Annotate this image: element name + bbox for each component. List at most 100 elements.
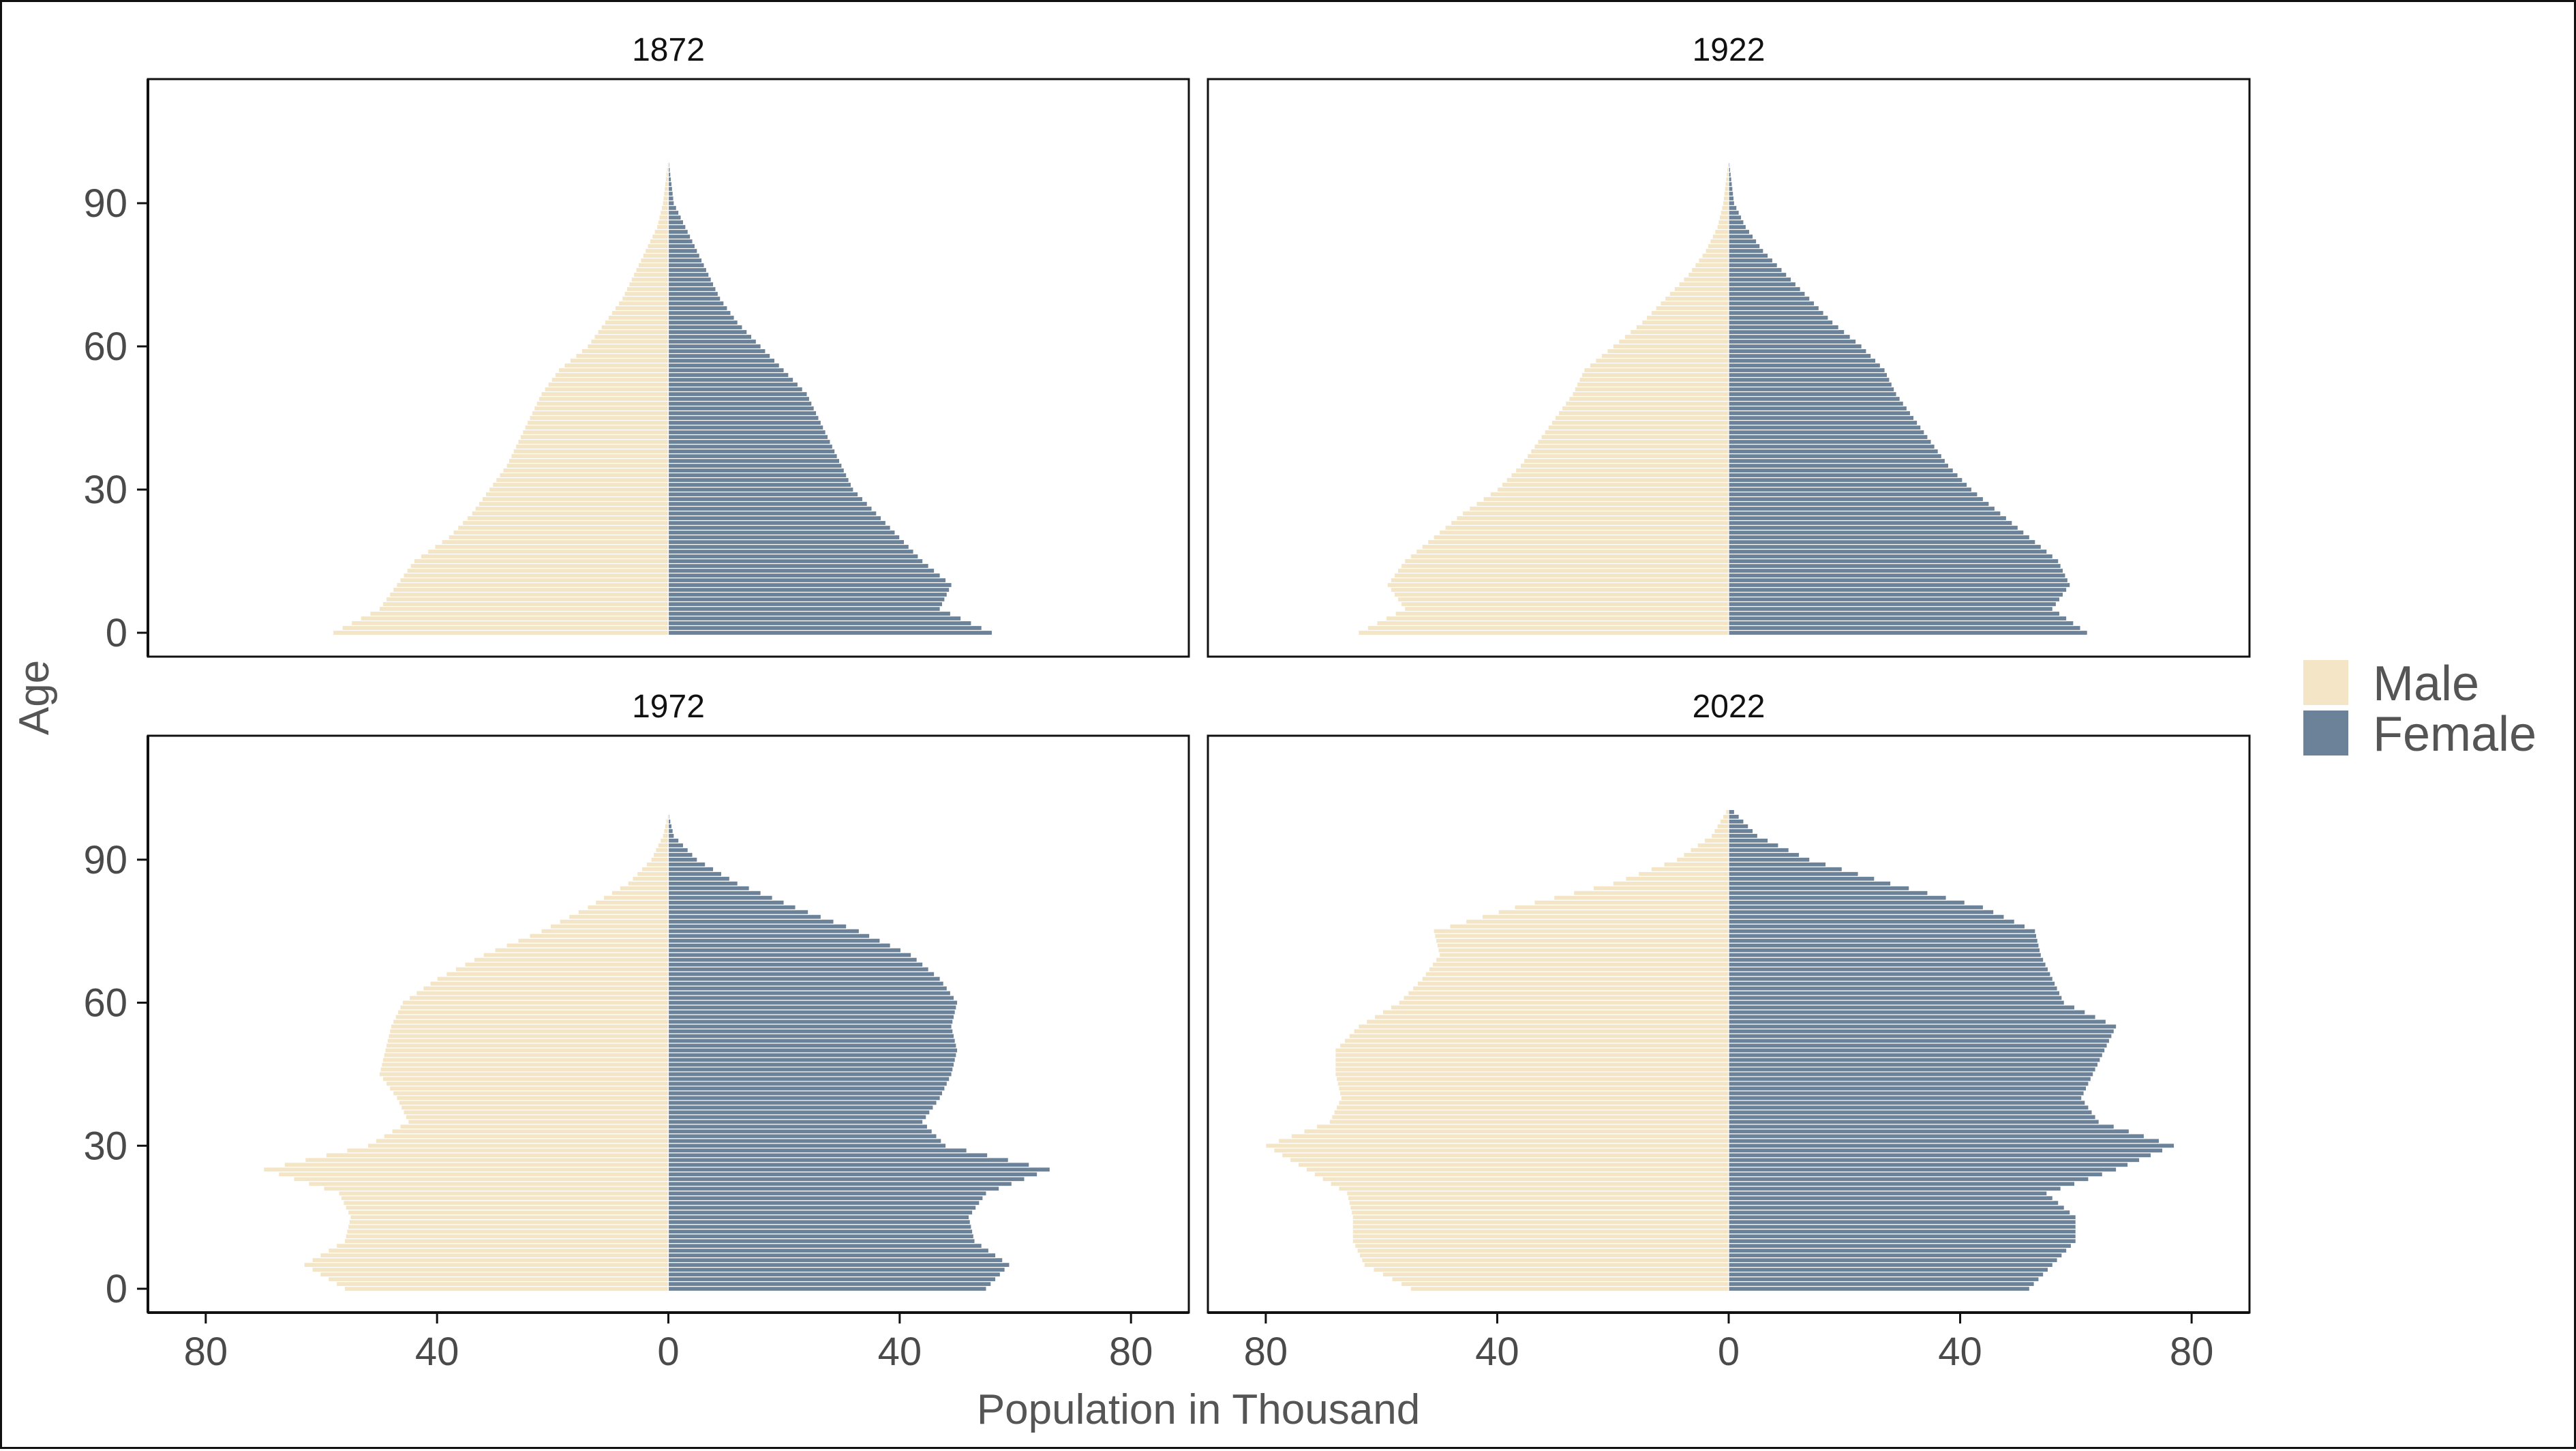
bar-female (1728, 1081, 2089, 1087)
bar-male (1655, 305, 1729, 312)
bar-male (1354, 1243, 1729, 1249)
bar-male (575, 353, 669, 359)
bar-female (667, 262, 705, 269)
bar-female (1728, 1224, 2076, 1230)
bar-female (667, 515, 882, 522)
legend: Male Female (2303, 657, 2536, 762)
bar-female (1728, 481, 1968, 488)
bar-male (1347, 1195, 1729, 1201)
bar-female (667, 434, 829, 440)
bar-female (667, 505, 873, 512)
bar-female (1728, 438, 1932, 445)
bar-male (558, 367, 669, 374)
bar-male (1400, 601, 1729, 608)
bar-male (1350, 1205, 1729, 1211)
bar-female (1728, 1229, 2076, 1235)
bar-female (1728, 563, 2061, 569)
bar-male (1335, 1062, 1729, 1068)
bar-female (1728, 938, 2038, 944)
bar-female (667, 586, 950, 593)
bar-male (474, 505, 669, 512)
bar-male (517, 438, 669, 445)
bar-male (1359, 1253, 1729, 1259)
bar-male (408, 995, 669, 1001)
bar-female (667, 252, 700, 259)
bar-male (569, 357, 669, 364)
bar-female (667, 1124, 928, 1130)
bar-female (667, 376, 794, 383)
bar-male (385, 1043, 669, 1049)
bar-male (1501, 481, 1729, 488)
bar-female (667, 1224, 972, 1230)
bar-female (1728, 1191, 2048, 1197)
bar-male (551, 376, 669, 383)
bar-female (667, 582, 952, 588)
bar-male (305, 1157, 669, 1163)
bar-female (1728, 615, 2067, 622)
bar-female (667, 558, 924, 565)
bar-female (667, 472, 847, 479)
bar-male (350, 1214, 669, 1221)
bar-male (1393, 591, 1729, 598)
bar-female (667, 1229, 973, 1235)
bar-female (1728, 400, 1904, 407)
bar-male (658, 214, 669, 221)
bar-male (332, 629, 669, 636)
bar-male (335, 1243, 669, 1249)
bar-male (1635, 324, 1729, 331)
bar-male (405, 1114, 669, 1120)
bar-female (1728, 415, 1915, 421)
bar-male (531, 410, 669, 417)
bar-female (1728, 1261, 2053, 1268)
bar-female (667, 314, 735, 321)
bar-male (1683, 276, 1729, 283)
bar-male (1526, 453, 1729, 460)
bar-female (1728, 200, 1736, 207)
bar-male (1277, 1138, 1729, 1144)
bar-female (1728, 348, 1867, 355)
bar-male (389, 1086, 669, 1092)
bar-female (1728, 496, 1984, 503)
bar-female (1728, 267, 1783, 273)
bar-female (667, 348, 766, 355)
bar-male (1434, 933, 1729, 939)
bar-male (338, 1191, 669, 1197)
bar-male (420, 553, 669, 560)
bar-female (1728, 486, 1973, 493)
bar-female (667, 405, 815, 412)
bar-male (618, 300, 669, 307)
bar-male (1412, 985, 1729, 991)
bar-female (667, 981, 944, 987)
bar-female (667, 1019, 954, 1025)
bar-female (667, 534, 900, 541)
bar-female (1728, 295, 1810, 302)
bar-female (667, 880, 738, 886)
bar-female (667, 1066, 954, 1073)
bar-female (1728, 1219, 2076, 1225)
bar-female (1728, 1248, 2067, 1254)
bar-male (1338, 1186, 1729, 1192)
panel-1922: 1922 (1207, 32, 2251, 658)
bar-male (343, 1200, 669, 1206)
bar-female (667, 1095, 941, 1101)
bar-male (1579, 376, 1729, 383)
bar-male (628, 281, 669, 288)
bar-male (1663, 861, 1729, 867)
bar-male (389, 591, 669, 598)
bar-female (1728, 895, 1947, 901)
bar-female (667, 976, 941, 982)
bar-female (1728, 543, 2042, 550)
bar-male (1537, 438, 1729, 445)
bar-male (1358, 1023, 1729, 1030)
bar-female (1728, 376, 1890, 383)
bar-female (667, 228, 688, 235)
bar-female (667, 243, 696, 250)
bar-female (667, 1000, 958, 1006)
bar-male (1637, 871, 1729, 877)
bar-male (1624, 333, 1729, 340)
bar-female (667, 1014, 955, 1020)
bar-male (367, 1143, 669, 1149)
bar-male (663, 185, 669, 192)
bar-male (1352, 1229, 1729, 1235)
